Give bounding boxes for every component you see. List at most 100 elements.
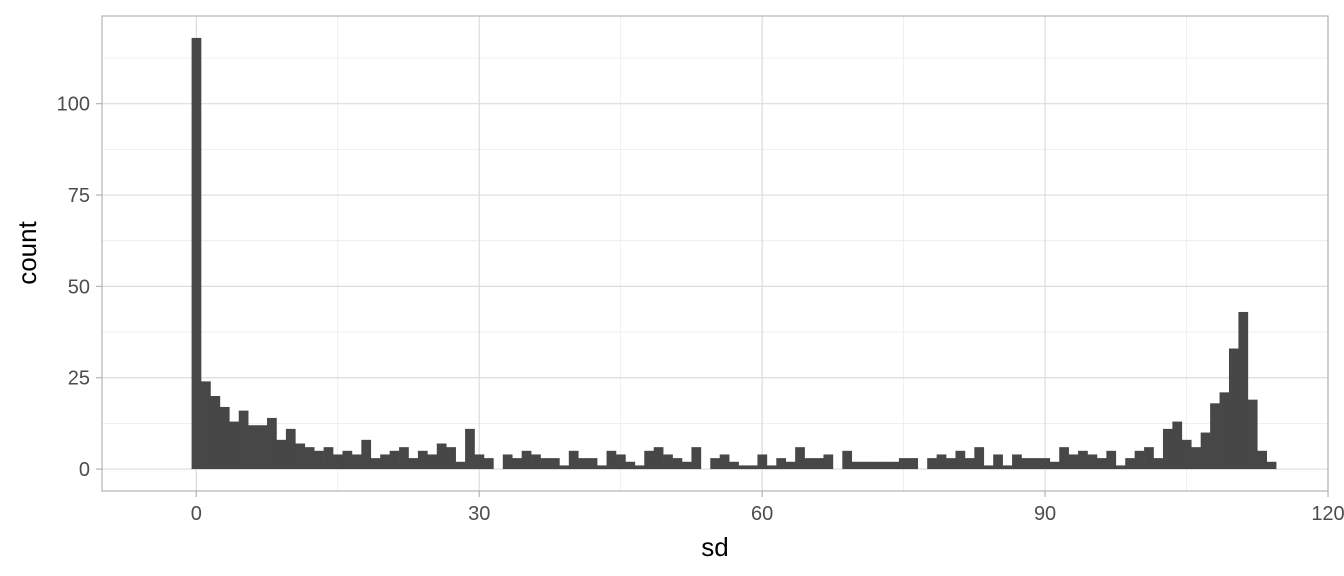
histogram-bar — [323, 447, 334, 470]
y-tick-label: 50 — [68, 276, 90, 298]
histogram-bar — [597, 465, 607, 470]
histogram-bar — [1162, 428, 1173, 470]
histogram-bar — [1030, 458, 1041, 470]
histogram-bar — [1191, 447, 1201, 470]
x-tick-label: 30 — [468, 503, 490, 525]
histogram-bar — [1040, 458, 1051, 470]
histogram-bar — [1115, 465, 1126, 470]
histogram-bar — [748, 465, 758, 470]
x-tick-label: 90 — [1034, 503, 1056, 525]
histogram-bar — [615, 454, 626, 470]
histogram-bar — [408, 458, 419, 470]
histogram-bar — [370, 458, 381, 470]
x-axis-title: sd — [701, 532, 728, 562]
histogram-bar — [955, 450, 966, 470]
histogram-bar — [964, 458, 975, 470]
histogram-bar — [795, 447, 805, 470]
histogram-bar — [483, 458, 494, 470]
histogram-bar — [738, 465, 749, 470]
histogram-bar — [1096, 458, 1107, 470]
histogram-bar — [672, 458, 683, 470]
histogram-bar — [314, 450, 324, 470]
histogram-bar — [936, 454, 947, 470]
histogram-bar — [342, 450, 353, 470]
y-axis-title: count — [12, 220, 42, 284]
histogram-bar — [889, 461, 900, 470]
histogram-bar — [1181, 439, 1192, 470]
y-axis-ticks: 0 25 50 75 100 — [57, 94, 102, 481]
histogram-bar — [1068, 454, 1079, 470]
histogram-bar — [1087, 454, 1098, 470]
histogram-bar — [691, 447, 702, 470]
histogram-bar — [1266, 461, 1277, 470]
histogram-bar — [427, 454, 438, 470]
histogram-bar — [399, 447, 409, 470]
histogram-bar — [446, 447, 456, 470]
histogram-bar — [559, 465, 570, 470]
histogram-bar — [946, 458, 956, 470]
histogram-bar — [257, 425, 268, 470]
histogram-bar — [361, 439, 372, 470]
histogram-bar — [814, 458, 824, 470]
histogram-bar — [663, 454, 673, 470]
histogram-bar — [512, 458, 522, 470]
histogram-bar — [304, 447, 315, 470]
histogram-bar — [540, 458, 551, 470]
histogram-bar — [898, 458, 909, 470]
histogram-bar — [983, 465, 994, 470]
histogram-bar — [1049, 461, 1060, 470]
histogram-bar — [436, 443, 447, 470]
histogram-bar — [1002, 465, 1013, 470]
histogram-bar — [389, 450, 400, 470]
y-tick-label: 0 — [79, 459, 90, 481]
histogram-bar — [380, 454, 390, 470]
minor-gridlines — [102, 16, 1328, 491]
histogram-bar — [719, 454, 730, 470]
panel-background — [102, 16, 1328, 491]
histogram-bar — [417, 450, 428, 470]
histogram-bar — [823, 454, 834, 470]
histogram-bar — [1078, 450, 1088, 470]
histogram-bar — [295, 443, 306, 470]
histogram-bar — [276, 439, 287, 470]
histogram-bar — [1144, 447, 1154, 470]
y-tick-label: 100 — [57, 94, 90, 116]
y-tick-label: 25 — [68, 368, 90, 390]
histogram-bar — [653, 447, 664, 470]
histogram-bar — [1247, 399, 1258, 470]
histogram-bar — [219, 406, 230, 470]
histogram-bar — [1228, 348, 1239, 470]
x-tick-label: 0 — [191, 503, 202, 525]
histogram-bar — [578, 458, 588, 470]
histogram-bar — [880, 461, 890, 470]
histogram-bar — [776, 458, 787, 470]
histogram-bar — [1219, 392, 1230, 470]
histogram-bar — [1106, 450, 1117, 470]
histogram-bar — [1153, 458, 1164, 470]
histogram-bar — [267, 417, 277, 470]
histogram-bar — [229, 421, 240, 470]
histogram-bar — [644, 450, 654, 470]
histogram-bar — [521, 450, 532, 470]
histogram-bar — [210, 396, 221, 470]
histogram-bar — [1210, 403, 1220, 470]
histogram-bar — [804, 458, 815, 470]
histogram-bar — [1021, 458, 1032, 470]
histogram-bar — [587, 458, 598, 470]
histogram-bars — [191, 37, 1277, 470]
histogram-bar — [455, 461, 466, 470]
histogram-bar — [568, 450, 579, 470]
histogram-bar — [474, 454, 485, 470]
x-tick-label: 60 — [751, 503, 773, 525]
histogram-bar — [333, 454, 343, 470]
histogram-bar — [757, 454, 768, 470]
histogram-bar — [1172, 421, 1183, 470]
histogram-bar — [465, 428, 475, 470]
histogram-bar — [625, 461, 636, 470]
histogram-bar — [531, 454, 541, 470]
histogram-bar — [993, 454, 1003, 470]
histogram-bar — [191, 37, 202, 470]
histogram-bar — [1012, 454, 1022, 470]
